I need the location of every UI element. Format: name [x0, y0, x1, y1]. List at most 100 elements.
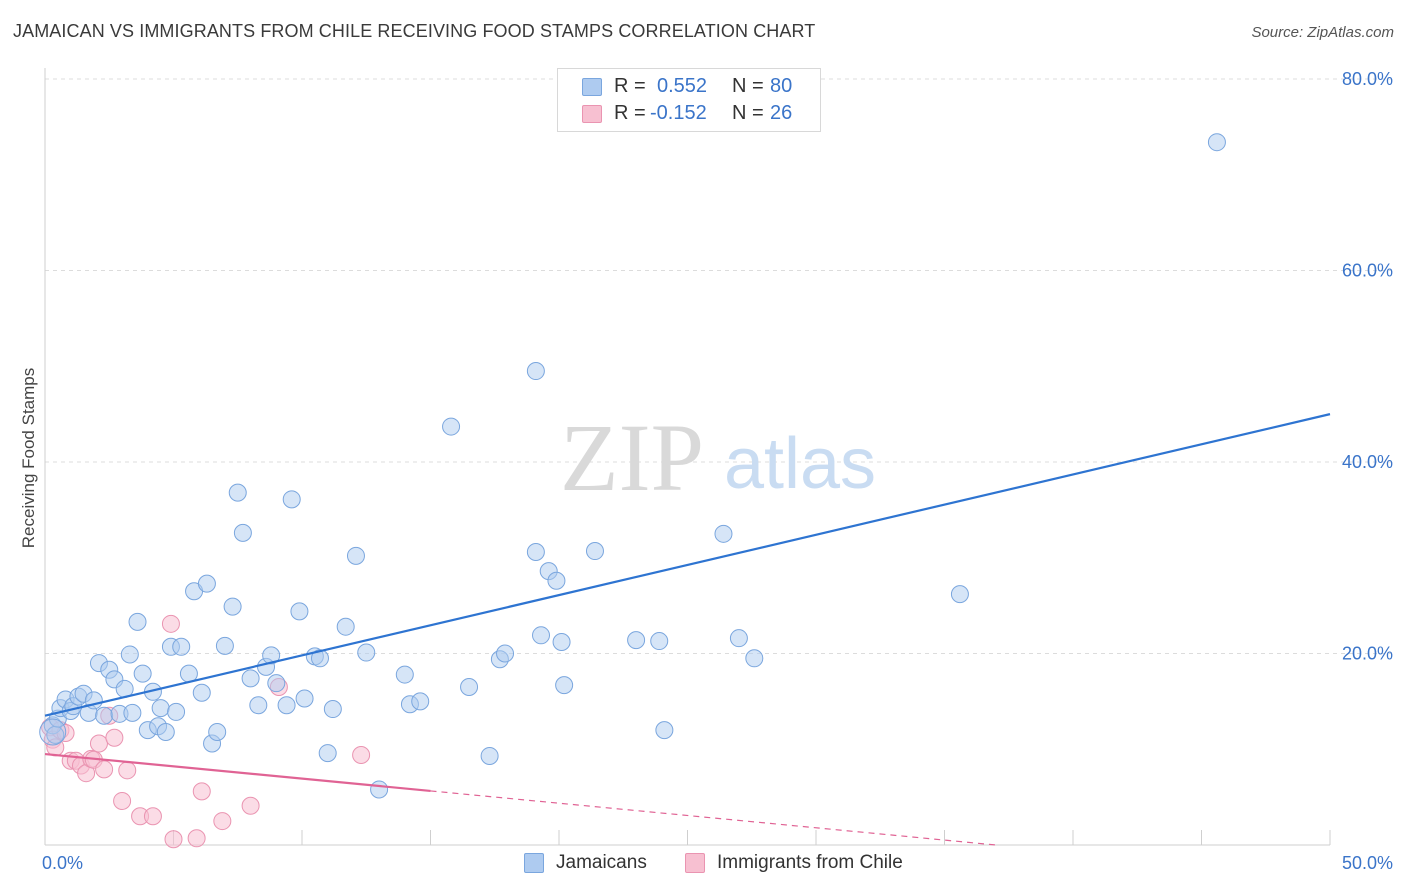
data-point-jamaicans — [532, 626, 551, 645]
data-point-jamaicans — [262, 646, 281, 665]
trend-line-chile — [44, 752, 431, 793]
data-point-jamaicans — [310, 649, 329, 668]
legend-r-label: R = — [614, 75, 646, 97]
data-point-jamaicans — [156, 723, 175, 742]
data-point-chile — [113, 791, 132, 810]
data-point-jamaicans — [480, 746, 499, 765]
data-point-jamaicans — [745, 649, 764, 668]
tick-labels: 20.0% 40.0% 60.0% 80.0% 0.0% 50.0% — [42, 69, 1393, 873]
data-point-jamaicans — [336, 617, 355, 636]
data-point-jamaicans — [318, 744, 337, 763]
data-point-chile — [118, 761, 137, 780]
x-tick-label: 50.0% — [1342, 853, 1393, 873]
data-point-jamaicans — [290, 602, 309, 621]
legend-n-value: 26 — [770, 102, 793, 124]
data-point-jamaicans — [267, 674, 286, 693]
y-axis-label: Receiving Food Stamps — [19, 367, 38, 549]
data-point-jamaicans — [167, 702, 186, 721]
bottom-legend-swatch-jamaicans — [524, 853, 544, 873]
data-point-jamaicans — [192, 683, 211, 702]
grid-lines — [45, 78, 1392, 654]
watermark-zip: ZIP — [560, 404, 704, 511]
data-point-jamaicans — [123, 703, 142, 722]
trend-line-chile-extrapolated — [430, 790, 996, 846]
data-point-jamaicans — [650, 632, 669, 651]
data-point-jamaicans — [729, 629, 748, 648]
y-tick-label: 60.0% — [1342, 261, 1393, 281]
y-tick-label: 20.0% — [1342, 644, 1393, 664]
series-jamaicans-points — [39, 133, 1226, 799]
data-point-jamaicans — [346, 546, 365, 565]
data-point-chile — [192, 782, 211, 801]
data-point-jamaicans — [411, 692, 430, 711]
data-point-jamaicans — [151, 699, 170, 718]
watermark-atlas: atlas — [724, 424, 876, 504]
data-point-jamaicans — [547, 571, 566, 590]
data-point-chile — [95, 760, 114, 779]
correlation-legend: R = 0.552 N = 80 R = -0.152 N = 26 — [557, 68, 821, 132]
data-point-jamaicans — [526, 543, 545, 562]
data-point-jamaicans — [627, 631, 646, 650]
data-point-jamaicans — [442, 417, 461, 436]
data-point-jamaicans — [323, 700, 342, 719]
data-point-jamaicans — [585, 542, 604, 561]
legend-swatch-jamaicans — [582, 78, 602, 96]
data-point-jamaicans — [282, 490, 301, 509]
data-point-jamaicans — [95, 706, 114, 725]
data-point-jamaicans — [555, 676, 574, 695]
chart-title: JAMAICAN VS IMMIGRANTS FROM CHILE RECEIV… — [13, 21, 816, 41]
trend-line-jamaicans — [44, 413, 1331, 717]
data-point-chile — [89, 734, 108, 753]
source-credit: Source: ZipAtlas.com — [1251, 24, 1394, 41]
watermark: ZIP atlas — [560, 404, 876, 511]
data-point-jamaicans — [277, 696, 296, 715]
data-point-jamaicans — [357, 643, 376, 662]
data-point-jamaicans — [249, 696, 268, 715]
data-point-chile — [241, 796, 260, 815]
data-point-chile — [143, 807, 162, 826]
data-point-jamaicans — [197, 574, 216, 593]
data-point-chile — [105, 728, 124, 747]
data-point-chile — [352, 745, 371, 764]
legend-swatch-chile — [582, 105, 602, 123]
data-point-jamaicans — [950, 585, 969, 604]
data-point-jamaicans — [39, 718, 67, 746]
bottom-legend-label-jamaicans: Jamaicans — [556, 852, 647, 873]
data-point-jamaicans — [128, 612, 147, 631]
legend-r-label: R = — [614, 102, 646, 124]
bottom-legend-swatch-chile — [685, 853, 705, 873]
legend-r-value: 0.552 — [657, 75, 708, 97]
y-tick-label: 40.0% — [1342, 452, 1393, 472]
data-point-jamaicans — [208, 723, 227, 742]
bottom-legend-label-chile: Immigrants from Chile — [717, 852, 903, 873]
legend-n-value: 80 — [770, 75, 793, 97]
data-point-jamaicans — [133, 664, 152, 683]
data-point-jamaicans — [395, 665, 414, 684]
data-point-jamaicans — [172, 637, 191, 656]
x-tick-label: 0.0% — [42, 853, 83, 873]
legend-r-value: -0.152 — [650, 102, 707, 124]
data-point-chile — [213, 812, 232, 831]
data-point-jamaicans — [120, 645, 139, 664]
data-point-jamaicans — [223, 597, 242, 616]
data-point-jamaicans — [526, 362, 545, 381]
data-point-chile — [164, 830, 183, 849]
data-point-chile — [187, 829, 206, 848]
data-point-chile — [161, 614, 180, 633]
data-point-jamaicans — [295, 689, 314, 708]
data-point-jamaicans — [370, 780, 389, 799]
legend-n-label: N = — [732, 75, 764, 97]
data-point-jamaicans — [552, 633, 571, 652]
data-point-jamaicans — [460, 678, 479, 697]
data-point-jamaicans — [714, 524, 733, 543]
legend-n-label: N = — [732, 102, 764, 124]
data-point-jamaicans — [1207, 133, 1226, 152]
data-point-jamaicans — [241, 669, 260, 688]
data-point-jamaicans — [496, 644, 515, 663]
trend-lines — [44, 413, 1331, 846]
data-point-jamaicans — [215, 636, 234, 655]
y-tick-label: 80.0% — [1342, 69, 1393, 89]
data-point-jamaicans — [655, 721, 674, 740]
data-point-jamaicans — [228, 483, 247, 502]
